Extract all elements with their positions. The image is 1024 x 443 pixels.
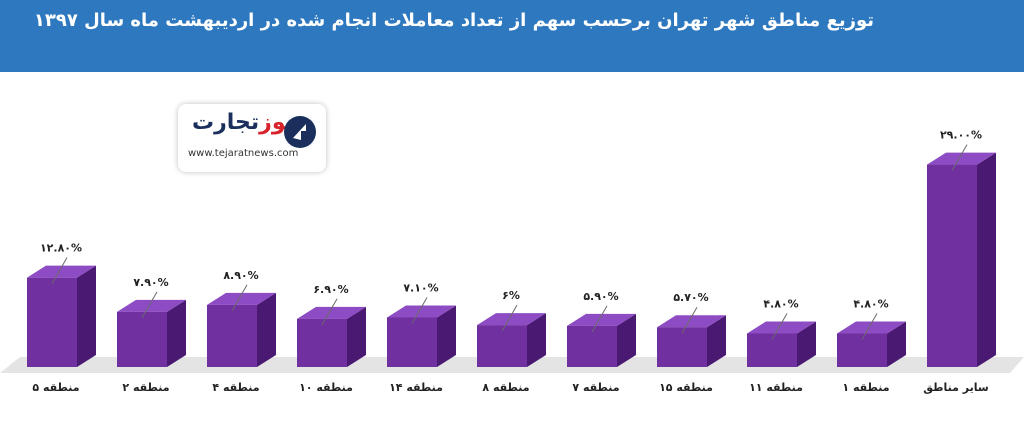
bar-side [347,306,366,367]
bar [297,318,347,367]
chart-title: توزیع مناطق شهر تهران برحسب سهم از تعداد… [33,10,874,31]
data-label: ۵.۷۰% [673,291,708,304]
data-label: ۲۹.۰۰% [940,129,982,142]
bar-top [387,305,456,318]
data-label-leader [411,297,428,324]
bar-top [297,306,366,319]
data-label-leader [861,313,878,340]
data-label-leader [231,284,248,312]
category-label: منطقه ۲ [122,381,169,394]
bar [927,164,977,367]
data-label-leader [321,298,338,326]
bar-side [77,265,96,367]
data-label: ۸.۹۰% [223,269,258,282]
data-label: ۷.۹۰% [133,276,168,289]
data-label-leader [141,291,158,319]
bar-side [527,313,546,367]
data-label-leader [771,313,788,340]
category-label: منطقه ۸ [482,381,529,394]
logo-url: www.tejaratnews.com [188,148,299,159]
bar-side [977,152,996,367]
bar-top [117,299,186,312]
data-label-leader [501,304,518,332]
data-label-leader [591,305,608,333]
bar-side [797,321,816,367]
data-label: ۵.۹۰% [583,290,618,303]
category-label: منطقه ۱۴ [389,381,443,394]
category-label: منطقه ۴ [212,381,259,394]
chart-header: توزیع مناطق شهر تهران برحسب سهم از تعداد… [0,0,1024,72]
bar [477,325,527,367]
bar-side [257,292,276,367]
category-label: منطقه ۵ [32,381,79,394]
category-label: منطقه ۷ [572,381,619,394]
bar-side [617,313,636,367]
bar-chart: ۱۲.۸۰% منطقه ۵ ۷.۹۰% منطقه ۲ ۸.۹۰% منطقه ۴ ۶.۹… [0,129,1024,394]
data-label-leader [51,257,68,284]
bar-top [657,315,726,328]
category-label: منطقه ۱۵ [659,381,713,394]
bar-top [927,152,996,165]
bar [387,317,437,367]
data-label: ۶.۹۰% [313,283,348,296]
data-label: ۷.۱۰% [403,281,438,294]
category-label: منطقه ۱۱ [749,381,803,394]
tejarat-logo-icon [284,116,316,148]
bar [657,327,707,367]
data-label: ۴.۸۰% [853,297,888,310]
data-label-leader [951,144,968,171]
bar-side [437,305,456,367]
bar-side [167,299,186,367]
bar-top [207,292,276,305]
bar [207,304,257,367]
bar-top [27,265,96,278]
tejarat-news-logo: نیوزتجارت www.tejaratnews.com [178,104,326,172]
category-label: سایر مناطق [923,381,988,394]
bar [117,311,167,367]
data-label-leader [681,306,698,334]
category-label: منطقه ۱۰ [299,381,353,394]
category-label: منطقه ۱ [842,381,889,394]
data-label: ۶% [502,289,520,302]
bar [27,277,77,367]
bar [567,325,617,367]
bar-top [567,313,636,326]
bar-top [747,321,816,334]
bar-side [887,321,906,367]
data-label: ۴.۸۰% [763,297,798,310]
bar-side [707,315,726,367]
bar-top [837,321,906,334]
data-label: ۱۲.۸۰% [40,242,82,255]
bar-top [477,313,546,326]
logo-name-blue: تجارت [192,110,260,135]
